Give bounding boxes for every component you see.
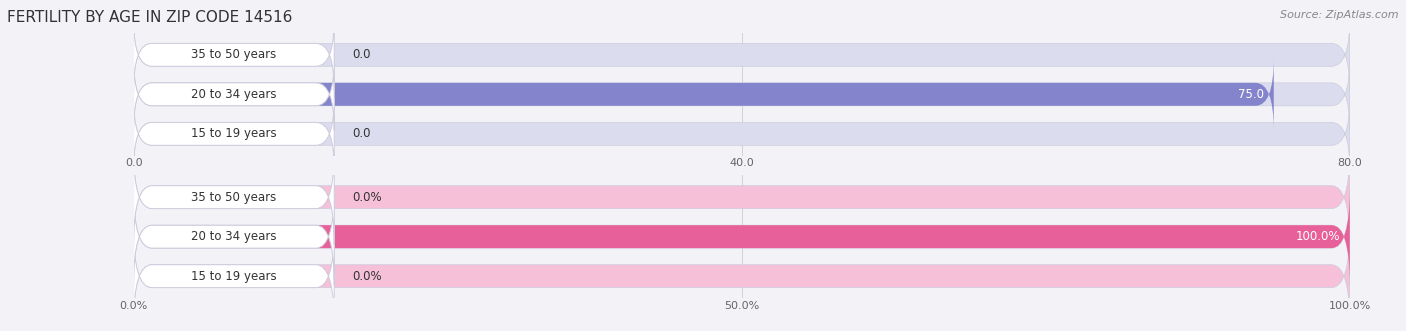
Text: Source: ZipAtlas.com: Source: ZipAtlas.com — [1281, 10, 1399, 20]
FancyBboxPatch shape — [134, 58, 1350, 130]
Text: 0.0: 0.0 — [353, 48, 371, 61]
FancyBboxPatch shape — [134, 19, 1350, 91]
FancyBboxPatch shape — [134, 19, 335, 91]
FancyBboxPatch shape — [134, 228, 1350, 324]
FancyBboxPatch shape — [134, 189, 1350, 284]
Text: 75.0: 75.0 — [1239, 88, 1264, 101]
FancyBboxPatch shape — [134, 98, 335, 170]
Text: 0.0: 0.0 — [353, 127, 371, 140]
FancyBboxPatch shape — [134, 98, 1350, 170]
FancyBboxPatch shape — [134, 228, 335, 324]
FancyBboxPatch shape — [134, 149, 335, 245]
Text: 20 to 34 years: 20 to 34 years — [191, 230, 277, 243]
Text: 35 to 50 years: 35 to 50 years — [191, 191, 277, 204]
Text: FERTILITY BY AGE IN ZIP CODE 14516: FERTILITY BY AGE IN ZIP CODE 14516 — [7, 10, 292, 25]
Text: 15 to 19 years: 15 to 19 years — [191, 127, 277, 140]
Text: 100.0%: 100.0% — [1295, 230, 1340, 243]
FancyBboxPatch shape — [134, 189, 335, 284]
FancyBboxPatch shape — [134, 189, 1350, 284]
Text: 0.0%: 0.0% — [353, 270, 382, 283]
Text: 0.0%: 0.0% — [353, 191, 382, 204]
Text: 15 to 19 years: 15 to 19 years — [191, 270, 277, 283]
Text: 35 to 50 years: 35 to 50 years — [191, 48, 277, 61]
Text: 20 to 34 years: 20 to 34 years — [191, 88, 277, 101]
FancyBboxPatch shape — [134, 58, 1274, 130]
FancyBboxPatch shape — [134, 149, 1350, 245]
FancyBboxPatch shape — [134, 58, 335, 130]
